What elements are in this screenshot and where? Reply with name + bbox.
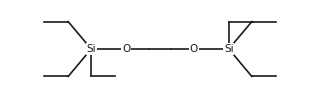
- Text: O: O: [189, 44, 198, 54]
- Text: O: O: [122, 44, 131, 54]
- Text: Si: Si: [224, 44, 234, 54]
- Text: Si: Si: [86, 44, 96, 54]
